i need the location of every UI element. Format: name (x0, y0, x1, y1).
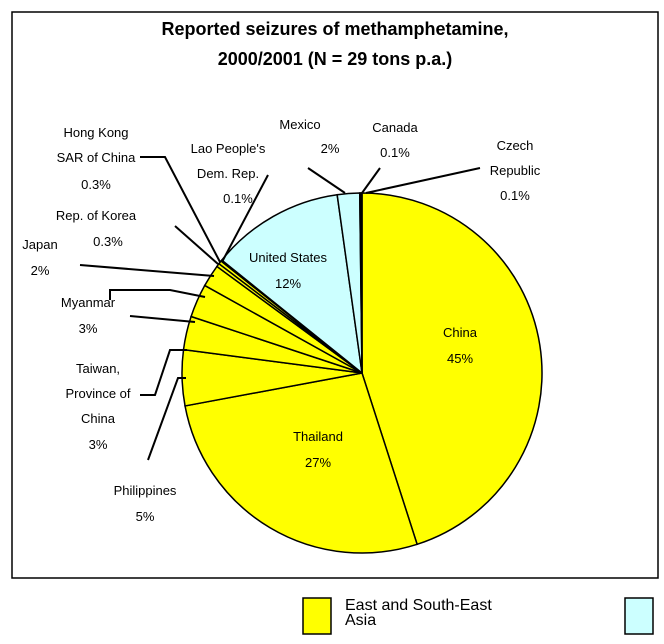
leader-line (140, 349, 187, 396)
slice (361, 192, 543, 546)
category-label: China (443, 325, 477, 340)
slice (360, 192, 363, 374)
legend-label: East and South-East Asia (345, 597, 492, 629)
category-label: Thailand (293, 429, 343, 444)
category-label: Lao People's Dem. Rep. (190, 141, 266, 181)
frame (11, 11, 659, 579)
value-label: 0.1% (380, 145, 410, 160)
category-label: Myanmar (60, 295, 116, 310)
legend-swatch (624, 597, 654, 635)
legend-swatch (302, 597, 332, 635)
pie (181, 192, 543, 554)
value-label: 3% (78, 321, 98, 336)
leader-line (307, 167, 346, 194)
leader-line (365, 167, 481, 194)
value-label: 2% (320, 141, 340, 156)
leader-line (79, 264, 215, 277)
category-label: Mexico (279, 117, 321, 132)
leader-line (129, 315, 196, 323)
category-label: Hong Kong SAR of China (56, 125, 136, 165)
value-label: 5% (135, 509, 155, 524)
value-label: 0.1% (500, 188, 530, 203)
slice (184, 372, 419, 554)
category-label: Rep. of Korea (55, 208, 137, 223)
leader-line (221, 174, 269, 263)
value-label: 45% (446, 351, 474, 366)
category-label: Philippines (113, 483, 177, 498)
category-label: Czech Republic (489, 138, 541, 178)
category-label: Taiwan, Province of China (65, 361, 131, 426)
value-label: 3% (88, 437, 108, 452)
chart-title: Reported seizures of methamphetamine, 20… (161, 19, 509, 69)
category-label: United States (248, 250, 328, 265)
leader-line (147, 377, 186, 461)
value-label: 27% (304, 455, 332, 470)
leader-line (109, 289, 206, 300)
value-label: 0.3% (93, 234, 123, 249)
leader-line (361, 167, 381, 194)
category-label: Canada (372, 120, 418, 135)
leader-line (140, 156, 221, 263)
value-label: 0.3% (81, 177, 111, 192)
leader-line (174, 225, 219, 265)
value-label: 2% (30, 263, 50, 278)
leaders (79, 156, 481, 461)
value-label: 0.1% (223, 191, 253, 206)
value-label: 12% (274, 276, 302, 291)
category-label: Japan (22, 237, 58, 252)
